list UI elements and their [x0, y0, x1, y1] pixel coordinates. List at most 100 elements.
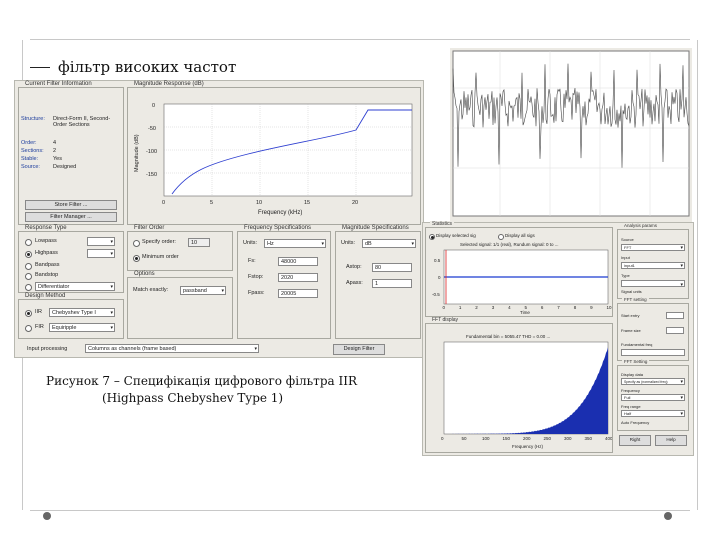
time-x-ticks: 0 1 2 3 4 5 6 7 8 9 10 [443, 305, 613, 310]
setting-select[interactable]: FFT [621, 244, 685, 251]
filter-order-panel: Filter Order Specify order: 10 Minimum o… [127, 225, 233, 271]
setting-select[interactable]: input1 [621, 262, 685, 269]
highpass-select[interactable] [87, 249, 115, 258]
store-filter-button[interactable]: Store Filter ... [25, 200, 117, 210]
slide-title: фільтр високих частот [30, 58, 236, 76]
fstop-label: Fstop: [248, 274, 264, 280]
fs-input[interactable]: 48000 [278, 257, 318, 266]
display-settings-title: FFT Setting [622, 359, 650, 364]
magnitude-spec-panel: Magnitude Specifications Units: dB Astop… [335, 225, 421, 339]
display-selected-radio[interactable] [429, 234, 435, 240]
spectrum-bars [444, 347, 608, 434]
response-type-title: Response Type [23, 225, 69, 231]
bandstop-radio[interactable] [25, 273, 32, 280]
info-value: Direct-Form II, Second-Order Sections [53, 116, 111, 128]
iir-method-select[interactable]: Chebyshev Type I [49, 308, 115, 317]
info-key: Sections: [21, 148, 44, 154]
setting-input[interactable] [621, 349, 685, 356]
freq-units-select[interactable]: Hz [264, 239, 326, 248]
setting-input[interactable] [666, 327, 684, 334]
caption-line-1: Рисунок 7 – Специфікація цифрового фільт… [46, 374, 357, 388]
spectrum-panel: FFT display Fundamental bin = 5055.47 TH… [425, 317, 613, 453]
spectrum-x-tick-label: 200 [523, 436, 531, 441]
spectrum-x-tick-label: 350 [585, 436, 593, 441]
corner-bullet-right [664, 512, 672, 520]
input-processing-select[interactable]: Columns as channels (frame based) [85, 344, 259, 353]
highpass-radio[interactable] [25, 251, 32, 258]
info-value: Yes [53, 156, 62, 162]
display-settings-panel: FFT Setting Display data Specify as (nor… [617, 359, 689, 431]
filter-manager-button[interactable]: Filter Manager ... [25, 212, 117, 222]
setting-select[interactable]: Full [621, 394, 685, 401]
setting-select[interactable]: Half [621, 410, 685, 417]
match-exactly-select[interactable]: passband [180, 286, 226, 295]
filter-info-row: Source: Designed [21, 164, 121, 172]
fir-method-select[interactable]: Equiripple [49, 323, 115, 332]
display-selected-label: Display selected sig [436, 233, 476, 238]
iir-radio[interactable] [25, 310, 32, 317]
display-all-radio[interactable] [498, 234, 504, 240]
lowpass-radio[interactable] [25, 239, 32, 246]
spectrum-title: FFT display [430, 317, 461, 323]
setting-label: Start entry [621, 313, 640, 318]
filter-info-row: Stable: Yes [21, 156, 121, 164]
info-key: Source: [21, 164, 40, 170]
help-button[interactable]: Help [655, 435, 687, 446]
magnitude-plot: 0 -50 -100 -150 0 5 10 15 20 Frequency (… [134, 103, 413, 216]
spectrum-info-text: Fundamental bin = 5055.47 THD = 0.00 ... [466, 334, 551, 339]
fstop-input[interactable]: 2020 [278, 273, 318, 282]
setting-label: Signal units [621, 289, 642, 294]
apass-input[interactable]: 1 [372, 279, 412, 288]
bandstop-label: Bandstop [35, 272, 59, 278]
filter-order-title: Filter Order [132, 225, 167, 231]
y-tick-label: -150 [146, 172, 157, 178]
info-key: Structure: [21, 116, 45, 122]
fpass-input[interactable]: 20005 [278, 289, 318, 298]
design-filter-button[interactable]: Design Filter [333, 344, 385, 355]
spectrum-x-tick-label: 150 [503, 436, 511, 441]
x-tick-label: 15 [304, 200, 310, 206]
corner-bullet-left [43, 512, 51, 520]
minimum-order-radio[interactable] [133, 255, 140, 262]
astop-input[interactable]: 80 [372, 263, 412, 272]
settings-panel: Analysis params Source FFT Input input1 … [617, 223, 689, 299]
time-x-label: Time [520, 310, 530, 315]
filter-info-row: Order: 4 [21, 140, 121, 148]
y-tick-label: 0.5 [434, 258, 441, 263]
time-x-tick-label: 8 [574, 305, 577, 310]
spectrum-x-ticks: 0 50 100 150 200 250 300 350 400 [441, 436, 612, 441]
iir-label: IIR [35, 309, 43, 315]
magnitude-title: Magnitude Response (dB) [132, 81, 206, 87]
setting-select[interactable]: Specify as (normalized freq) [621, 378, 685, 385]
title-dash [30, 66, 50, 68]
fir-radio[interactable] [25, 325, 32, 332]
bandpass-radio[interactable] [25, 263, 32, 270]
time-x-tick-label: 4 [508, 305, 511, 310]
specify-order-radio[interactable] [133, 240, 140, 247]
specify-order-input[interactable]: 10 [188, 238, 210, 247]
x-tick-label: 5 [210, 200, 213, 206]
differentiator-radio[interactable] [25, 284, 32, 291]
minimum-order-label: Minimum order [142, 254, 179, 260]
lowpass-select[interactable] [87, 237, 115, 246]
frequency-spec-panel: Frequency Specifications Units: Hz Fs: 4… [237, 225, 331, 339]
setting-input[interactable] [666, 312, 684, 319]
spectrum-window: Statistics Display selected sig Display … [422, 221, 694, 456]
spectrum-x-tick-label: 250 [544, 436, 552, 441]
design-method-panel: Design Method IIR Chebyshev Type I FIR E… [18, 293, 124, 339]
filter-info-row: Structure: Direct-Form II, Second-Order … [21, 116, 121, 140]
fdatool-window: Current Filter Information Structure: Di… [14, 80, 424, 358]
waveform-line [452, 63, 690, 168]
setting-label: Fundamental freq [621, 342, 653, 347]
figure-caption: Рисунок 7 – Специфікація цифрового фільт… [46, 373, 357, 407]
setting-label: Display data [621, 372, 644, 377]
mag-units-select[interactable]: dB [362, 239, 416, 248]
x-tick-label: 20 [352, 200, 358, 206]
differentiator-select[interactable]: Differentiator [35, 282, 115, 291]
time-plot: 0.5 0 -0.5 0 1 2 3 4 5 6 7 8 9 10 Time [432, 249, 613, 315]
setting-label: Input [621, 255, 630, 260]
right-button[interactable]: Right [619, 435, 651, 446]
frequency-spec-title: Frequency Specifications [242, 225, 314, 231]
setting-select[interactable] [621, 280, 685, 289]
match-exactly-label: Match exactly: [133, 287, 169, 293]
